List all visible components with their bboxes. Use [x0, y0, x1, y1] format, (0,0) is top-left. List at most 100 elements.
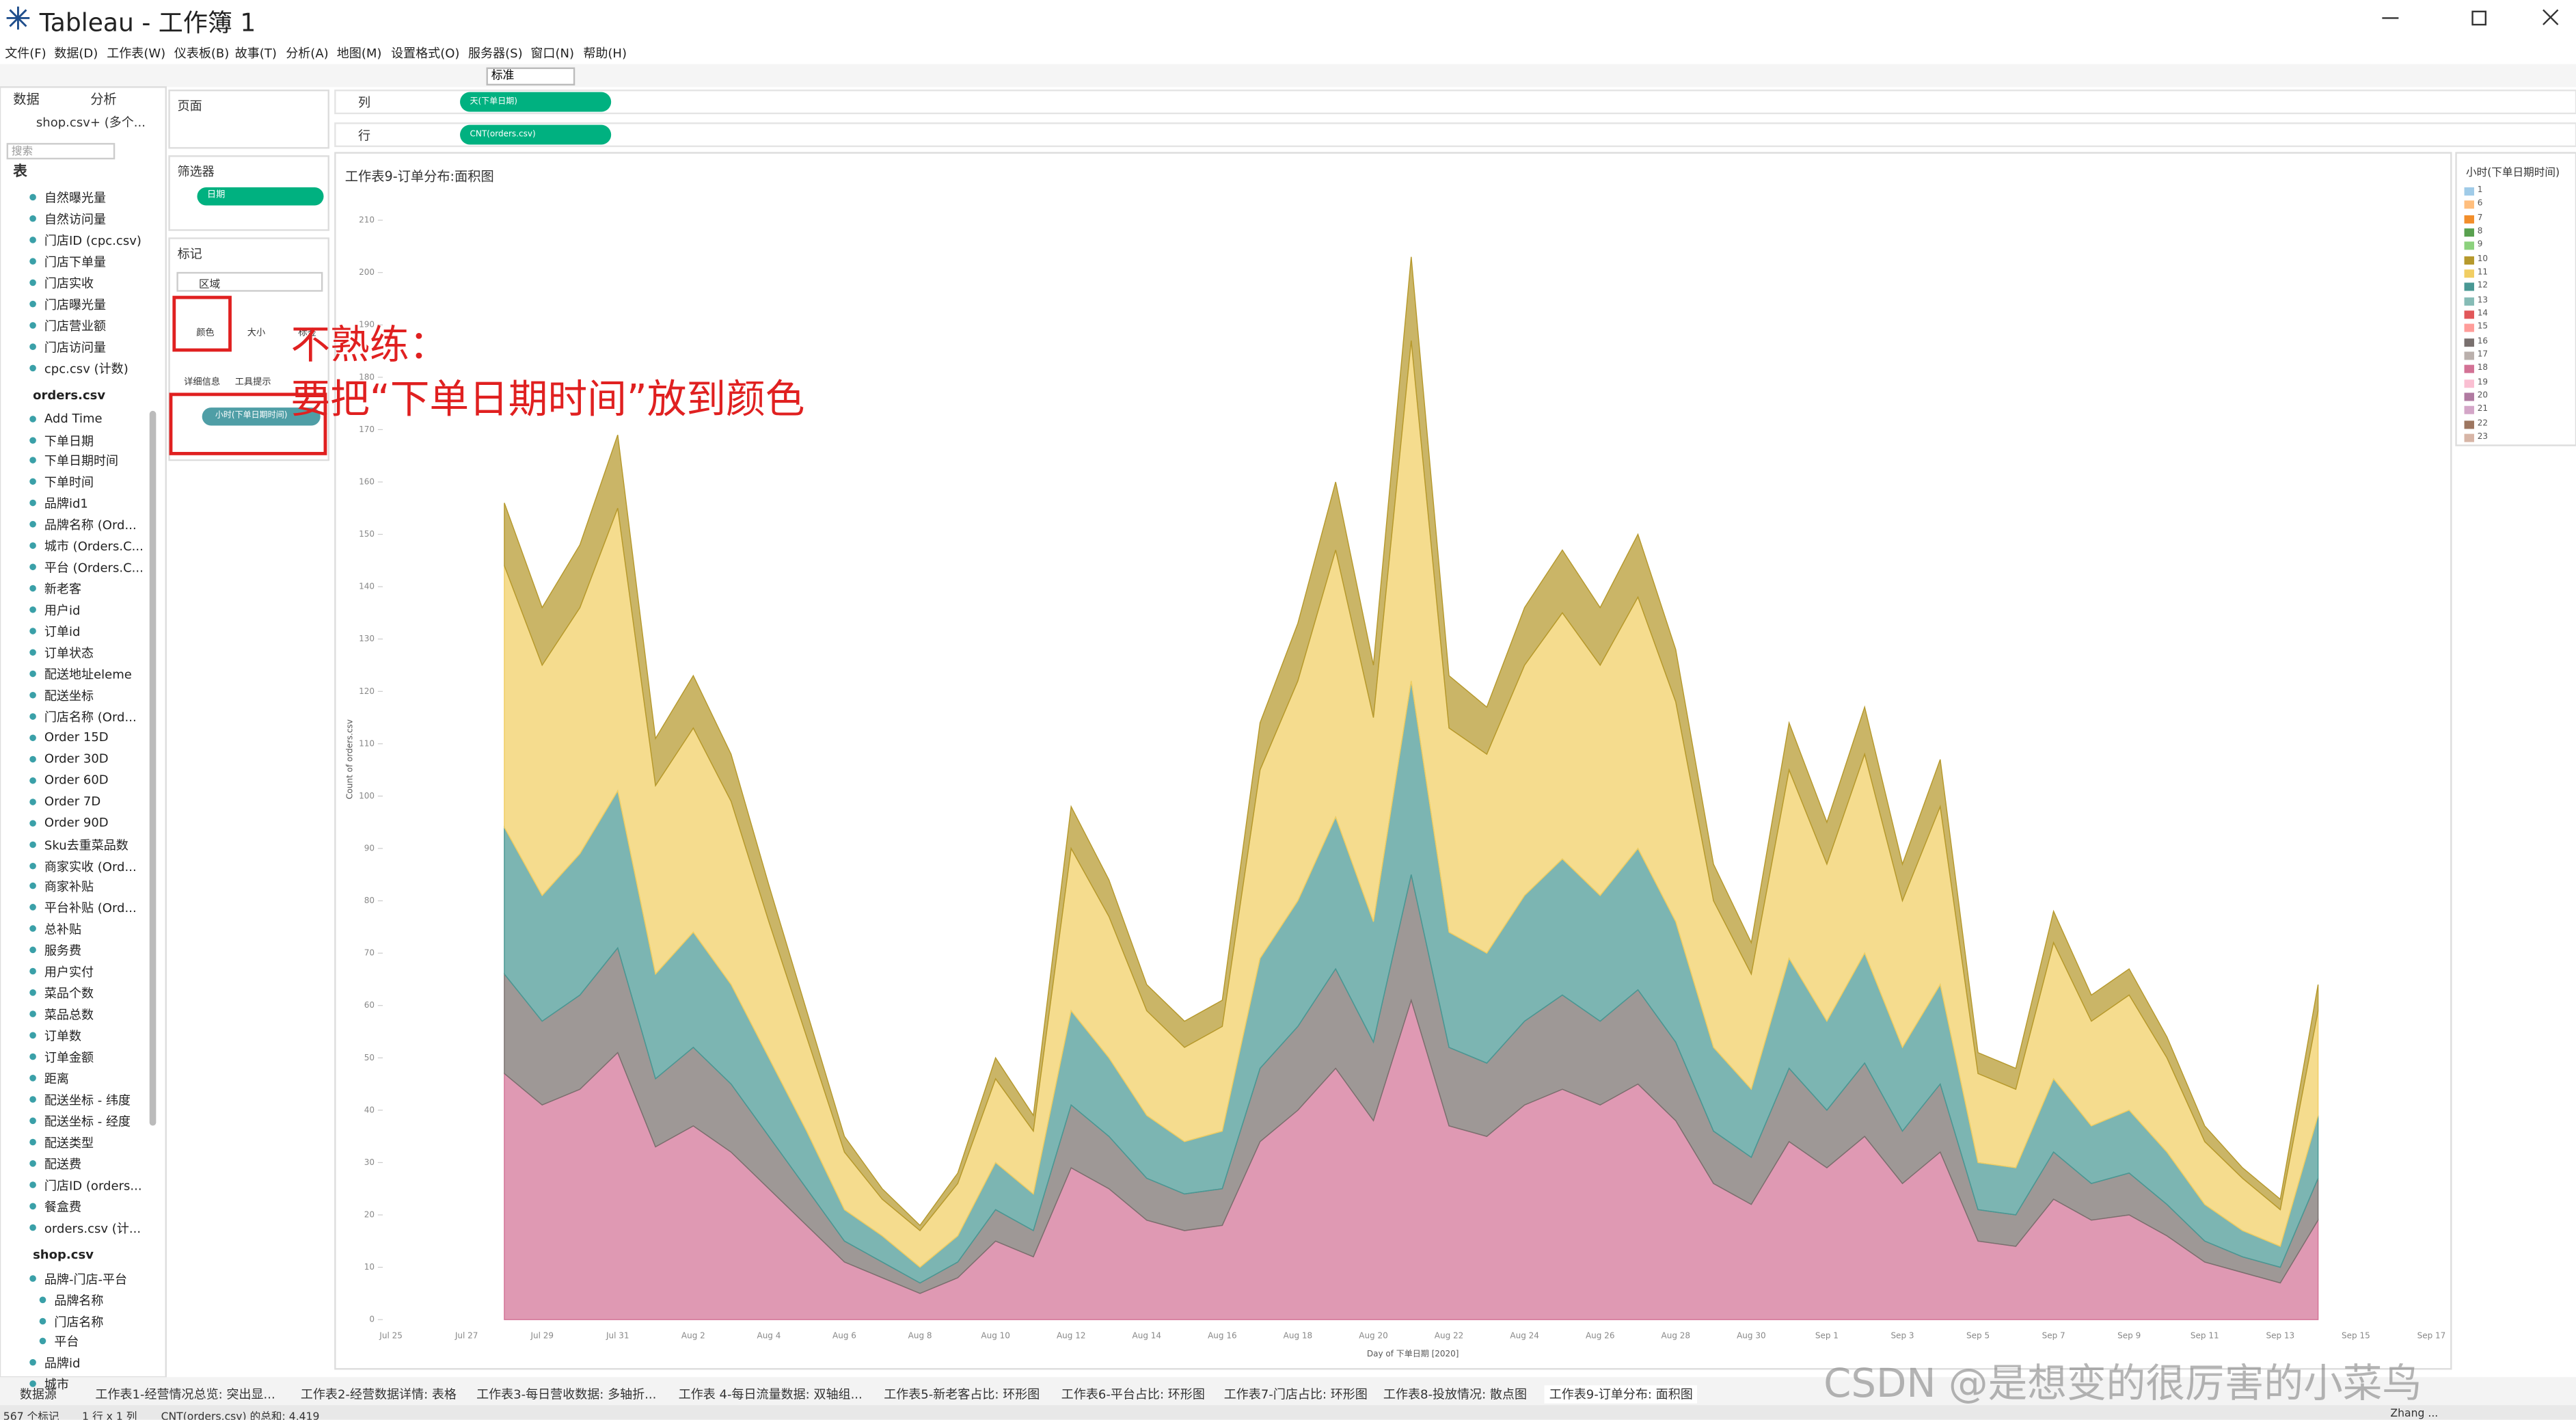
legend-label[interactable]: 20 — [2477, 390, 2489, 401]
legend-label[interactable]: 8 — [2477, 226, 2483, 237]
field[interactable]: 配送坐标 — [44, 688, 94, 704]
field[interactable]: Order 30D — [44, 750, 109, 766]
sheet-tab[interactable]: 工作表7-门店占比: 环形图 — [1223, 1386, 1368, 1402]
mark-button[interactable]: 工具提示 — [234, 377, 271, 388]
table-name[interactable]: shop.csv — [33, 1246, 94, 1262]
field[interactable]: 订单金额 — [44, 1050, 94, 1065]
sheet-tab[interactable]: 工作表1-经营情况总览: 突出显... — [95, 1386, 275, 1402]
field[interactable]: 城市 — [44, 1378, 69, 1393]
legend-label[interactable]: 7 — [2477, 213, 2483, 224]
field[interactable]: 订单id — [44, 624, 81, 640]
field[interactable]: 品牌id — [44, 1356, 81, 1371]
sheet-tab[interactable]: 工作表8-投放情况: 散点图 — [1383, 1386, 1527, 1402]
field[interactable]: 品牌id1 — [44, 496, 88, 512]
field[interactable]: Sku去重菜品数 — [44, 837, 128, 853]
sheet-tab[interactable]: 工作表6-平台占比: 环形图 — [1061, 1386, 1205, 1402]
field[interactable]: cpc.csv (计数) — [44, 360, 128, 376]
pill[interactable]: CNT(orders.csv) — [460, 124, 612, 145]
pill[interactable]: 天(下单日期) — [460, 92, 612, 112]
legend-label[interactable]: 17 — [2477, 349, 2489, 360]
legend-label[interactable]: 13 — [2477, 295, 2489, 306]
legend-label[interactable]: 6 — [2477, 199, 2483, 210]
menu-item[interactable]: 地图(M) — [336, 46, 382, 61]
field[interactable]: 门店ID (orders... — [44, 1177, 142, 1193]
pill[interactable]: 日期 — [197, 187, 324, 206]
menu-item[interactable]: 文件(F) — [5, 46, 46, 61]
field[interactable]: 品牌名称 — [54, 1292, 104, 1308]
field[interactable]: 下单日期 — [44, 433, 94, 448]
table-name[interactable]: orders.csv — [33, 387, 106, 402]
field[interactable]: 品牌名称 (Ord... — [44, 518, 137, 533]
menu-item[interactable]: 窗口(N) — [530, 46, 575, 61]
field[interactable]: 餐盒费 — [44, 1198, 81, 1214]
menu-item[interactable]: 仪表板(B) — [174, 46, 230, 61]
window-controls[interactable] — [2382, 9, 2559, 26]
field[interactable]: Add Time — [44, 410, 103, 425]
field[interactable]: 平台补贴 (Ord... — [44, 901, 137, 916]
field[interactable]: 平台 — [54, 1335, 79, 1350]
sheet-tab[interactable]: 工作表5-新老客占比: 环形图 — [884, 1386, 1040, 1402]
field[interactable]: 配送坐标 - 经度 — [44, 1114, 131, 1129]
field[interactable]: 平台 (Orders.C... — [44, 561, 144, 576]
field[interactable]: Order 90D — [44, 814, 109, 829]
legend-label[interactable]: 9 — [2477, 240, 2483, 251]
field[interactable]: 总补贴 — [44, 922, 81, 937]
menu-item[interactable]: 帮助(H) — [583, 46, 627, 61]
field[interactable]: 门店名称 (Ord... — [44, 710, 137, 725]
field[interactable]: 用户实付 — [44, 965, 94, 980]
legend-label[interactable]: 18 — [2477, 363, 2489, 374]
field[interactable]: 门店曝光量 — [44, 297, 107, 312]
field[interactable]: 距离 — [44, 1071, 69, 1086]
field[interactable]: 门店实收 — [44, 276, 94, 291]
field[interactable]: 门店营业额 — [44, 318, 107, 334]
fit-dropdown[interactable]: 标准 — [486, 67, 575, 85]
legend-label[interactable]: 1 — [2477, 185, 2483, 196]
field[interactable]: 配送地址eleme — [44, 667, 132, 682]
menu-item[interactable]: 工作表(W) — [107, 46, 166, 61]
field[interactable]: 配送坐标 - 纬度 — [44, 1093, 131, 1108]
field[interactable]: 门店名称 — [54, 1313, 104, 1329]
legend-label[interactable]: 23 — [2477, 432, 2489, 442]
field[interactable]: 自然访问量 — [44, 211, 107, 227]
field[interactable]: 用户id — [44, 603, 81, 619]
pane-tab[interactable]: 数据 — [13, 92, 40, 107]
menu-item[interactable]: 设置格式(O) — [391, 46, 460, 61]
legend-label[interactable]: 11 — [2477, 267, 2489, 278]
field[interactable]: Order 7D — [44, 793, 101, 808]
legend-label[interactable]: 21 — [2477, 404, 2489, 415]
sheet-tab[interactable]: 工作表9-订单分布: 面积图 — [1544, 1385, 1698, 1404]
field[interactable]: 订单数 — [44, 1028, 81, 1044]
sheet-tab[interactable]: 工作表3-每日营收数据: 多轴折... — [476, 1386, 657, 1402]
pane-tab[interactable]: 分析 — [90, 92, 117, 107]
field[interactable]: 门店ID (cpc.csv) — [44, 233, 141, 248]
menu-item[interactable]: 故事(T) — [234, 46, 277, 61]
mark-type[interactable]: 区域 — [198, 278, 221, 291]
menu-item[interactable]: 数据(D) — [54, 46, 98, 61]
legend-label[interactable]: 10 — [2477, 254, 2489, 265]
field[interactable]: 门店下单量 — [44, 254, 107, 269]
data-source[interactable]: shop.csv+ (多个... — [36, 115, 146, 130]
field[interactable]: Order 60D — [44, 771, 109, 787]
scrollbar[interactable] — [149, 410, 157, 1126]
pill[interactable]: 小时(下单日期时间) — [202, 407, 321, 426]
legend-label[interactable]: 19 — [2477, 377, 2489, 388]
field[interactable]: 自然曝光量 — [44, 190, 107, 206]
field[interactable]: 商家实收 (Ord... — [44, 858, 137, 874]
field[interactable]: 城市 (Orders.C... — [44, 539, 144, 554]
hierarchy[interactable]: 品牌-门店-平台 — [44, 1271, 128, 1287]
mark-button[interactable]: 颜色 — [196, 328, 215, 339]
field[interactable]: 订单状态 — [44, 645, 94, 661]
menu-item[interactable]: 服务器(S) — [468, 46, 523, 61]
legend-label[interactable]: 16 — [2477, 336, 2489, 347]
mark-type-dropdown[interactable] — [176, 271, 323, 292]
sheet-tab[interactable]: 工作表 4-每日流量数据: 双轴组... — [678, 1386, 863, 1402]
field[interactable]: 商家补贴 — [44, 880, 94, 895]
sheet-tab[interactable]: 数据源 — [19, 1386, 57, 1402]
field[interactable]: 菜品总数 — [44, 1007, 94, 1023]
field[interactable]: orders.csv (计... — [44, 1220, 141, 1235]
field[interactable]: 下单日期时间 — [44, 454, 119, 470]
user-menu[interactable]: Zhang ... — [2390, 1406, 2439, 1420]
field[interactable]: 新老客 — [44, 582, 81, 597]
field[interactable]: 下单时间 — [44, 475, 94, 491]
field[interactable]: Order 15D — [44, 729, 109, 745]
